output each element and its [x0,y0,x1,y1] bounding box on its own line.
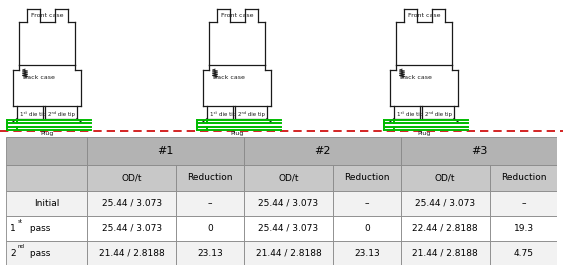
Text: Plug: Plug [230,131,244,136]
Bar [176,241,244,266]
Text: 21.44 / 2.8188: 21.44 / 2.8188 [99,249,164,258]
Text: 2ⁿᵈ die tip: 2ⁿᵈ die tip [48,111,75,117]
Text: st: st [17,219,22,224]
Text: 25.44 / 3.073: 25.44 / 3.073 [258,199,319,208]
Text: Reduction: Reduction [187,173,233,182]
Text: Front case: Front case [221,13,253,18]
Bar [244,137,401,165]
Text: OD/t: OD/t [435,173,455,182]
Bar [244,191,333,216]
Text: 2ⁿᵈ die tip: 2ⁿᵈ die tip [238,111,265,117]
Text: 23.13: 23.13 [354,249,379,258]
Text: 25.44 / 3.073: 25.44 / 3.073 [258,224,319,233]
Text: 19.3: 19.3 [513,224,534,233]
Text: Reduction: Reduction [501,173,546,182]
Bar [490,216,557,241]
Bar [490,191,557,216]
Bar [176,165,244,191]
Text: pass: pass [26,224,50,233]
Bar [333,191,401,216]
Bar [176,216,244,241]
Text: 23.13: 23.13 [197,249,223,258]
Bar [244,241,333,266]
Text: –: – [365,199,369,208]
Text: 1ˢᵗ die tip: 1ˢᵗ die tip [397,111,423,117]
Bar [244,165,333,191]
Text: nd: nd [17,244,24,249]
Text: 21.44 / 2.8188: 21.44 / 2.8188 [256,249,321,258]
Text: OD/t: OD/t [278,173,299,182]
Text: 25.44 / 3.073: 25.44 / 3.073 [415,199,475,208]
Text: 2ⁿᵈ die tip: 2ⁿᵈ die tip [425,111,452,117]
Text: 4.75: 4.75 [513,249,534,258]
Text: pass: pass [26,249,50,258]
Text: 21.44 / 2.8188: 21.44 / 2.8188 [412,249,478,258]
Bar [333,241,401,266]
Bar [401,165,490,191]
Text: Initial: Initial [34,199,59,208]
Text: 1: 1 [10,224,16,233]
Bar [6,191,87,216]
Text: 1ˢᵗ die tip: 1ˢᵗ die tip [210,111,236,117]
Bar [401,137,557,165]
Bar [490,241,557,266]
Bar [401,191,490,216]
Bar [333,165,401,191]
Text: 0: 0 [207,224,213,233]
Text: #1: #1 [157,146,173,156]
Bar [6,216,87,241]
Text: Front case: Front case [408,13,440,18]
Text: –: – [208,199,212,208]
Text: Reduction: Reduction [344,173,390,182]
Text: –: – [521,199,526,208]
Bar [401,241,490,266]
Bar [244,216,333,241]
Text: #2: #2 [314,146,330,156]
Bar [176,191,244,216]
Bar [87,137,244,165]
Text: Back case: Back case [23,75,55,80]
Text: 1ˢᵗ die tip: 1ˢᵗ die tip [20,111,46,117]
Text: Back case: Back case [400,75,432,80]
Text: Back case: Back case [213,75,245,80]
Bar [87,191,176,216]
Text: 2: 2 [10,249,16,258]
Text: #3: #3 [471,146,487,156]
Bar [490,165,557,191]
Text: Plug: Plug [41,131,53,136]
Text: OD/t: OD/t [122,173,142,182]
Bar [87,216,176,241]
Bar [6,137,87,165]
Bar [333,216,401,241]
Bar [6,165,87,191]
Bar [87,241,176,266]
Text: 25.44 / 3.073: 25.44 / 3.073 [101,224,162,233]
Bar [6,241,87,266]
Text: Front case: Front case [31,13,63,18]
Text: 0: 0 [364,224,370,233]
Bar [401,216,490,241]
Text: 25.44 / 3.073: 25.44 / 3.073 [101,199,162,208]
Text: 22.44 / 2.8188: 22.44 / 2.8188 [413,224,478,233]
Text: Plug: Plug [417,131,431,136]
Bar [87,165,176,191]
